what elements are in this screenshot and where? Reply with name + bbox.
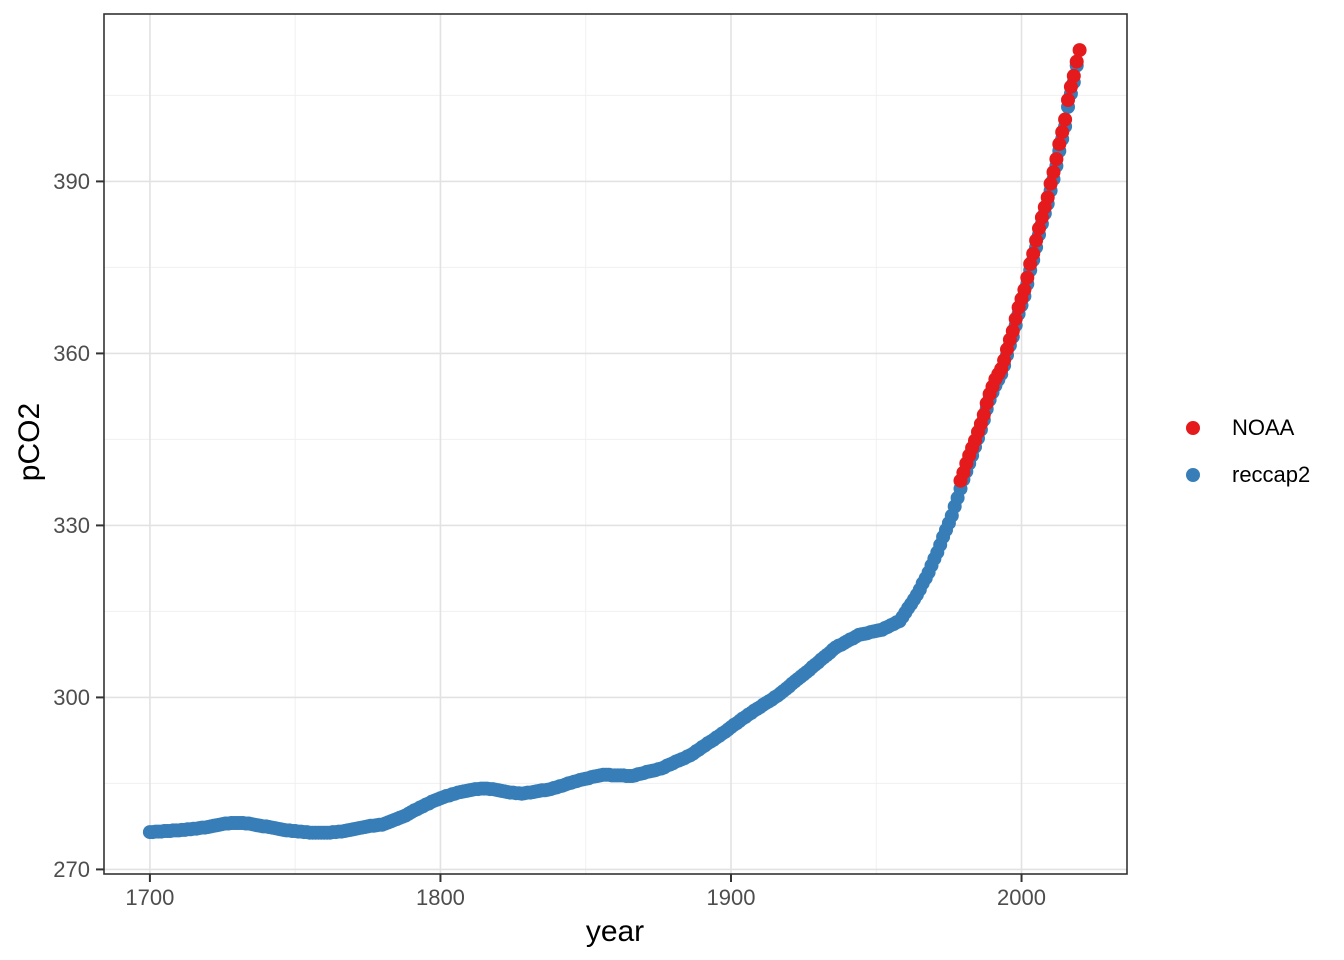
data-point-noaa <box>1072 43 1087 58</box>
data-point-noaa <box>1020 270 1035 285</box>
y-tick-label: 270 <box>53 857 90 882</box>
data-point-noaa <box>1052 137 1067 152</box>
x-tick-label: 1700 <box>125 885 174 910</box>
legend-item-noaa: NOAA <box>1170 404 1310 451</box>
data-point-noaa <box>1005 324 1020 339</box>
data-point-noaa <box>997 353 1012 368</box>
data-point-noaa <box>1049 152 1064 167</box>
x-axis-title: year <box>586 915 644 948</box>
data-point-noaa <box>1063 79 1078 94</box>
data-point-noaa <box>1043 176 1058 191</box>
y-axis-tick-labels: 270 300 330 360 390 <box>53 169 90 882</box>
data-point-noaa <box>1029 233 1044 248</box>
series-noaa-points <box>953 43 1087 488</box>
data-point-noaa <box>1069 54 1084 69</box>
data-point-noaa <box>1058 112 1073 127</box>
data-point-noaa <box>1040 190 1055 205</box>
data-point-noaa <box>1032 221 1046 236</box>
legend-key-noaa-dot <box>1186 420 1200 435</box>
legend-label-reccap2: reccap2 <box>1232 461 1311 487</box>
gridlines-major <box>104 14 1127 874</box>
y-tick-label: 300 <box>53 685 90 710</box>
legend-label-noaa: NOAA <box>1232 414 1295 440</box>
data-point-noaa <box>1008 312 1023 326</box>
y-axis-title: pCO2 <box>13 403 46 481</box>
legend-key-reccap2-dot <box>1186 467 1200 482</box>
data-point-noaa <box>1066 68 1081 83</box>
y-tick-label: 330 <box>53 513 90 538</box>
series-reccap2-points <box>142 58 1084 840</box>
x-tick-label: 1800 <box>416 885 465 910</box>
panel-border <box>103 13 1128 875</box>
data-point-noaa <box>976 407 991 422</box>
data-point-noaa <box>1046 165 1061 180</box>
y-tick-label: 390 <box>53 169 90 194</box>
data-point-noaa <box>1061 93 1075 107</box>
data-point-noaa <box>1055 125 1070 140</box>
legend-item-reccap2: reccap2 <box>1170 451 1310 498</box>
x-tick-label: 1900 <box>707 885 756 910</box>
y-tick-label: 360 <box>53 341 90 366</box>
x-axis-tick-labels: 1700 1800 1900 2000 <box>125 885 1046 910</box>
data-point-noaa <box>1017 282 1032 297</box>
axis-tick-marks <box>96 180 1023 882</box>
gridlines-minor <box>104 14 1127 874</box>
data-point-noaa <box>1026 246 1041 261</box>
x-tick-label: 2000 <box>997 885 1046 910</box>
legend: NOAA reccap2 <box>1170 404 1310 498</box>
